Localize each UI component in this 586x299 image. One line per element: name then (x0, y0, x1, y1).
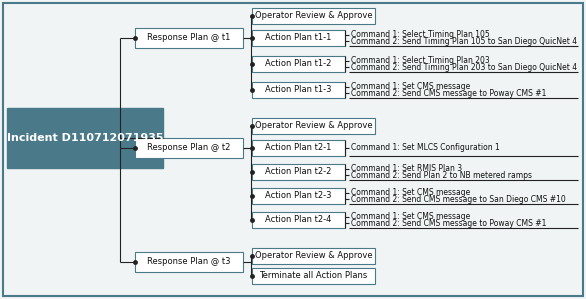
Text: Command 1: Set MLCS Configuration 1: Command 1: Set MLCS Configuration 1 (351, 144, 500, 152)
Text: Command 2: Send CMS message to San Diego CMS #10: Command 2: Send CMS message to San Diego… (351, 195, 565, 204)
Text: Command 1: Set CMS message: Command 1: Set CMS message (351, 82, 470, 91)
Text: Terminate all Action Plans: Terminate all Action Plans (260, 271, 367, 280)
Text: Action Plan t2-4: Action Plan t2-4 (265, 216, 332, 225)
Text: Command 1: Set RMIS Plan 3: Command 1: Set RMIS Plan 3 (351, 164, 462, 173)
FancyBboxPatch shape (135, 28, 243, 48)
FancyBboxPatch shape (7, 108, 163, 168)
Text: Response Plan @ t2: Response Plan @ t2 (147, 144, 231, 152)
Text: Command 2: Send CMS message to Poway CMS #1: Command 2: Send CMS message to Poway CMS… (351, 89, 546, 98)
FancyBboxPatch shape (252, 118, 375, 134)
Text: Command 1: Set CMS message: Command 1: Set CMS message (351, 188, 470, 197)
Text: Action Plan t1-2: Action Plan t1-2 (265, 60, 332, 68)
FancyBboxPatch shape (135, 252, 243, 272)
Text: Command 2: Send CMS message to Poway CMS #1: Command 2: Send CMS message to Poway CMS… (351, 219, 546, 228)
Text: Action Plan t2-3: Action Plan t2-3 (265, 191, 332, 201)
Text: Response Plan @ t1: Response Plan @ t1 (147, 33, 231, 42)
Text: Action Plan t2-1: Action Plan t2-1 (265, 144, 332, 152)
Text: Incident D110712071935: Incident D110712071935 (7, 133, 163, 143)
Text: Command 2: Send Plan 2 to NB metered ramps: Command 2: Send Plan 2 to NB metered ram… (351, 171, 532, 180)
FancyBboxPatch shape (252, 188, 345, 204)
FancyBboxPatch shape (252, 212, 345, 228)
FancyBboxPatch shape (3, 3, 583, 296)
Text: Command 1: Set CMS message: Command 1: Set CMS message (351, 212, 470, 221)
FancyBboxPatch shape (252, 8, 375, 24)
Text: Action Plan t1-1: Action Plan t1-1 (265, 33, 332, 42)
Text: Operator Review & Approve: Operator Review & Approve (255, 11, 372, 21)
FancyBboxPatch shape (252, 268, 375, 284)
FancyBboxPatch shape (252, 82, 345, 98)
Text: Operator Review & Approve: Operator Review & Approve (255, 121, 372, 130)
FancyBboxPatch shape (252, 56, 345, 72)
FancyBboxPatch shape (135, 138, 243, 158)
FancyBboxPatch shape (252, 164, 345, 180)
Text: Command 2: Send Timing Plan 203 to San Diego QuicNet 4: Command 2: Send Timing Plan 203 to San D… (351, 63, 577, 72)
FancyBboxPatch shape (252, 248, 375, 264)
Text: Response Plan @ t3: Response Plan @ t3 (147, 257, 231, 266)
Text: Command 1: Select Timing Plan 105: Command 1: Select Timing Plan 105 (351, 30, 490, 39)
FancyBboxPatch shape (252, 140, 345, 156)
FancyBboxPatch shape (252, 30, 345, 46)
Text: Command 2: Send Timing Plan 105 to San Diego QuicNet 4: Command 2: Send Timing Plan 105 to San D… (351, 37, 577, 46)
Text: Action Plan t1-3: Action Plan t1-3 (265, 86, 332, 94)
Text: Action Plan t2-2: Action Plan t2-2 (265, 167, 332, 176)
Text: Command 1: Select Timing Plan 203: Command 1: Select Timing Plan 203 (351, 56, 490, 65)
Text: Operator Review & Approve: Operator Review & Approve (255, 251, 372, 260)
